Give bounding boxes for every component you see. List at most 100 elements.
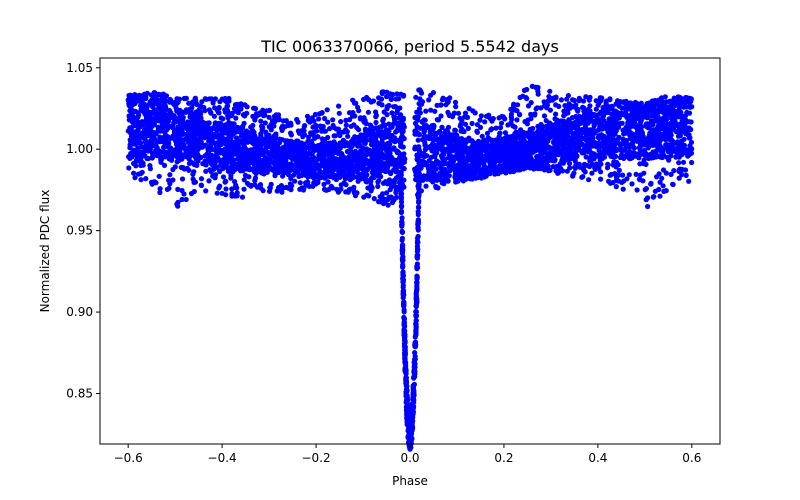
data-point xyxy=(620,136,626,142)
data-point xyxy=(370,136,376,143)
data-point xyxy=(550,164,556,170)
data-point xyxy=(176,140,182,146)
data-point xyxy=(611,159,617,165)
data-point xyxy=(205,122,211,128)
data-point xyxy=(363,153,369,159)
data-point xyxy=(487,115,493,122)
data-point xyxy=(552,136,558,142)
data-point xyxy=(457,176,463,182)
data-point xyxy=(333,126,339,132)
data-point xyxy=(515,102,521,108)
data-point xyxy=(141,149,147,155)
data-point xyxy=(507,143,513,149)
data-point xyxy=(282,124,288,130)
data-point xyxy=(587,158,593,164)
data-point xyxy=(194,101,200,108)
data-point xyxy=(613,148,619,154)
data-point xyxy=(294,116,300,123)
data-point xyxy=(596,140,602,146)
data-point xyxy=(360,147,366,153)
data-point xyxy=(220,174,227,180)
data-point xyxy=(370,98,377,104)
data-point xyxy=(382,168,389,175)
data-point xyxy=(198,176,205,182)
data-point xyxy=(326,147,332,153)
data-point xyxy=(192,123,198,129)
data-point xyxy=(477,124,484,130)
data-point xyxy=(650,101,656,107)
data-point xyxy=(126,97,132,103)
data-point xyxy=(586,177,592,183)
data-point xyxy=(364,132,370,138)
data-point xyxy=(596,147,602,154)
data-point xyxy=(674,149,680,155)
data-point xyxy=(423,183,429,189)
data-point xyxy=(439,124,445,130)
data-point xyxy=(560,122,566,128)
data-point xyxy=(575,145,581,151)
data-point xyxy=(457,157,463,163)
data-point xyxy=(505,122,511,128)
data-point xyxy=(207,127,213,134)
data-point xyxy=(567,165,573,171)
data-point xyxy=(686,132,692,138)
data-point xyxy=(175,203,181,209)
data-point xyxy=(593,106,599,112)
data-point xyxy=(197,113,203,119)
data-point xyxy=(263,139,269,145)
data-point xyxy=(340,154,346,160)
data-point xyxy=(668,171,674,177)
data-point xyxy=(355,139,361,146)
data-point xyxy=(321,181,327,187)
data-point xyxy=(598,109,604,115)
data-point xyxy=(541,167,548,173)
data-point xyxy=(508,114,514,120)
data-point xyxy=(582,169,588,175)
data-point xyxy=(394,161,400,167)
data-point xyxy=(369,155,375,161)
data-point xyxy=(648,180,654,186)
data-point xyxy=(294,158,300,164)
data-point xyxy=(224,136,230,142)
data-point xyxy=(547,107,554,113)
data-point xyxy=(619,152,625,158)
data-point xyxy=(522,157,528,164)
data-point xyxy=(579,174,585,180)
data-point xyxy=(250,127,256,134)
data-point xyxy=(131,160,137,167)
data-point xyxy=(315,179,321,185)
data-point xyxy=(175,186,181,192)
data-point xyxy=(554,145,560,152)
data-point xyxy=(346,172,352,178)
data-point xyxy=(232,179,238,185)
data-point xyxy=(422,147,428,153)
data-point xyxy=(569,124,575,130)
data-point xyxy=(318,144,324,150)
data-point xyxy=(167,96,173,103)
data-point xyxy=(412,166,418,172)
data-point xyxy=(442,166,448,172)
data-point xyxy=(491,142,498,148)
data-point xyxy=(499,154,505,160)
data-point xyxy=(157,186,163,192)
data-point xyxy=(144,130,150,136)
data-point xyxy=(253,113,259,119)
data-point xyxy=(214,190,220,196)
data-point xyxy=(518,127,524,133)
data-point xyxy=(128,106,134,112)
data-point xyxy=(273,131,279,137)
data-point xyxy=(540,135,546,141)
data-point xyxy=(662,113,668,119)
data-point xyxy=(451,110,457,116)
data-point xyxy=(355,104,361,110)
data-point xyxy=(567,138,573,144)
data-point xyxy=(657,144,663,150)
data-point xyxy=(211,113,217,119)
data-point xyxy=(318,154,324,160)
data-point xyxy=(688,119,694,125)
data-point xyxy=(609,104,615,111)
data-point xyxy=(560,160,567,166)
data-point xyxy=(152,118,158,124)
data-point xyxy=(322,128,328,134)
data-point xyxy=(371,196,377,202)
